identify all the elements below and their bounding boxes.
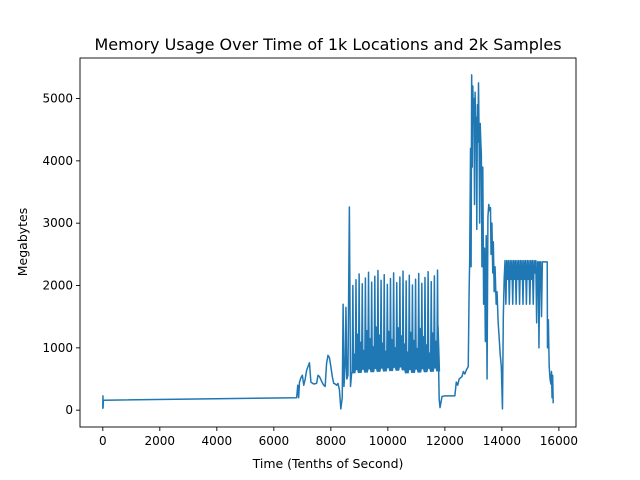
y-axis-ticks: 0 1000 2000 3000 4000 5000 xyxy=(42,92,80,417)
memory-usage-line xyxy=(102,74,554,410)
y-tick: 2000 xyxy=(42,279,80,293)
y-tick-label: 0 xyxy=(65,403,73,417)
x-tick-label: 4000 xyxy=(202,434,233,448)
x-tick: 4000 xyxy=(202,427,233,448)
x-tick-label: 12000 xyxy=(426,434,464,448)
y-tick: 5000 xyxy=(42,92,80,106)
x-tick-label: 10000 xyxy=(369,434,407,448)
x-tick-label: 8000 xyxy=(316,434,347,448)
x-tick: 0 xyxy=(99,427,107,448)
chart-title: Memory Usage Over Time of 1k Locations a… xyxy=(94,35,561,54)
x-tick: 6000 xyxy=(259,427,290,448)
y-tick: 4000 xyxy=(42,154,80,168)
x-axis-ticks: 0 2000 4000 6000 8000 10000 12000 14000 16000 xyxy=(99,427,578,448)
x-tick: 8000 xyxy=(316,427,347,448)
x-tick-label: 14000 xyxy=(483,434,521,448)
x-tick: 16000 xyxy=(540,427,578,448)
x-tick-label: 2000 xyxy=(145,434,176,448)
y-axis-label: Megabytes xyxy=(15,208,30,277)
y-tick: 0 xyxy=(65,403,80,417)
y-tick-label: 1000 xyxy=(42,341,73,355)
x-tick: 10000 xyxy=(369,427,407,448)
x-tick-label: 0 xyxy=(99,434,107,448)
plot-frame xyxy=(79,57,577,428)
x-tick: 2000 xyxy=(145,427,176,448)
y-tick-label: 5000 xyxy=(42,92,73,106)
y-tick-label: 2000 xyxy=(42,279,73,293)
x-tick-label: 6000 xyxy=(259,434,290,448)
x-tick: 12000 xyxy=(426,427,464,448)
y-tick-label: 3000 xyxy=(42,216,73,230)
x-tick: 14000 xyxy=(483,427,521,448)
x-tick-label: 16000 xyxy=(540,434,578,448)
y-tick: 3000 xyxy=(42,216,80,230)
y-tick-label: 4000 xyxy=(42,154,73,168)
x-axis-label: Time (Tenths of Second) xyxy=(252,456,404,471)
y-tick: 1000 xyxy=(42,341,80,355)
